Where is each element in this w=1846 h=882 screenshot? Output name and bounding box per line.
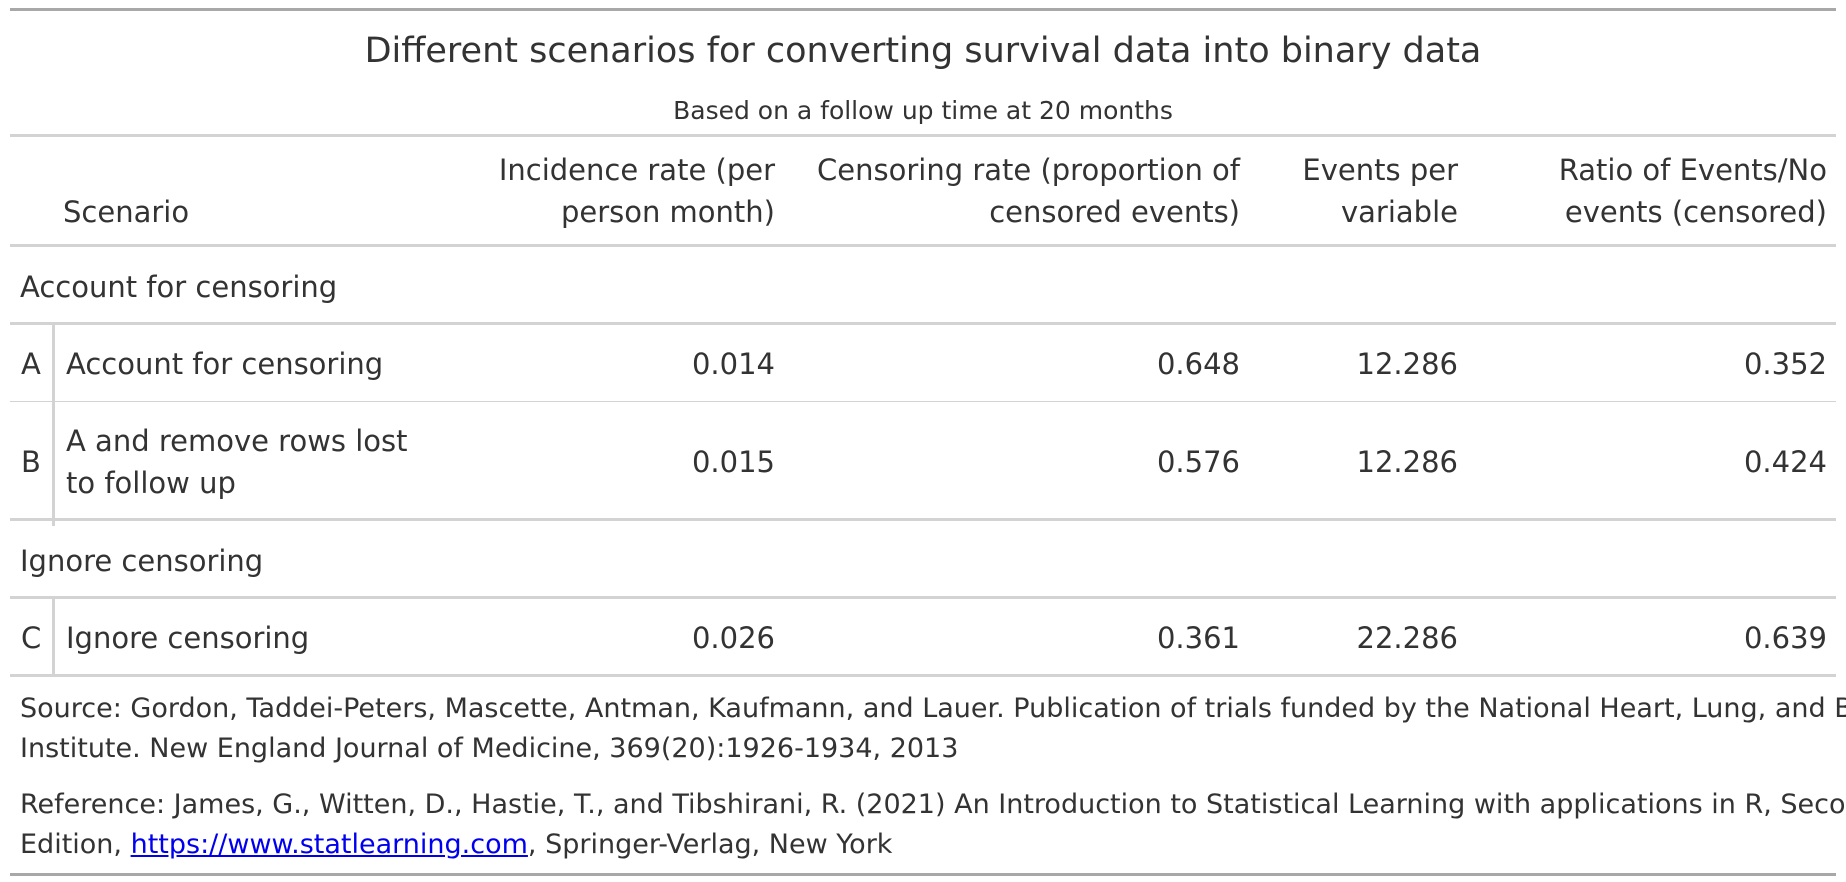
row-id: A <box>21 347 41 381</box>
row-id: C <box>21 621 42 655</box>
col-header-ratio-line1: Ratio of Events/No <box>1558 153 1827 187</box>
row-group-label: Ignore censoring <box>20 544 264 578</box>
cell-censoring: 0.648 <box>1156 347 1240 381</box>
reference-note-line1: Reference: James, G., Witten, D., Hastie… <box>20 789 1846 820</box>
col-header-epv-line2: variable <box>1341 195 1458 229</box>
top-border <box>10 8 1836 11</box>
group-divider <box>10 596 1836 599</box>
col-header-censoring-line2: censored events) <box>989 195 1240 229</box>
cell-ratio: 0.352 <box>1743 347 1827 381</box>
cell-ratio: 0.639 <box>1743 621 1827 655</box>
bottom-border <box>10 873 1836 876</box>
col-header-ratio-line2: events (censored) <box>1564 195 1827 229</box>
row-divider <box>10 401 1836 402</box>
reference-prefix: Edition, <box>20 829 131 860</box>
stub-divider <box>52 599 55 675</box>
cell-scenario: Account for censoring <box>66 347 384 381</box>
source-note-line1: Source: Gordon, Taddei-Peters, Mascette,… <box>20 693 1846 724</box>
table-subtitle: Based on a follow up time at 20 months <box>673 96 1173 125</box>
col-header-incidence-line1: Incidence rate (per <box>498 153 775 187</box>
cell-scenario: Ignore censoring <box>66 621 310 655</box>
col-header-scenario: Scenario <box>63 195 190 229</box>
row-id: B <box>21 445 41 479</box>
cell-epv: 22.286 <box>1356 621 1458 655</box>
cell-incidence: 0.014 <box>691 347 775 381</box>
cell-scenario-line1: A and remove rows lost <box>66 424 408 458</box>
source-note-line2: Institute. New England Journal of Medici… <box>20 733 959 764</box>
cell-scenario-line2: to follow up <box>66 466 236 500</box>
body-bottom-divider <box>10 674 1836 677</box>
cell-censoring: 0.576 <box>1156 445 1240 479</box>
col-header-censoring-line1: Censoring rate (proportion of <box>817 153 1240 187</box>
cell-epv: 12.286 <box>1356 347 1458 381</box>
header-divider <box>10 244 1836 247</box>
reference-note-line2: Edition, https://www.statlearning.com, S… <box>20 825 892 865</box>
statlearning-link[interactable]: https://www.statlearning.com <box>130 829 528 860</box>
col-header-incidence-line2: person month) <box>560 195 775 229</box>
stub-divider <box>52 325 55 526</box>
cell-ratio: 0.424 <box>1743 445 1827 479</box>
table-title: Different scenarios for converting survi… <box>364 31 1482 71</box>
reference-suffix: , Springer-Verlag, New York <box>527 829 893 860</box>
row-group-label: Account for censoring <box>20 270 338 304</box>
cell-epv: 12.286 <box>1356 445 1458 479</box>
cell-censoring: 0.361 <box>1156 621 1240 655</box>
heading-divider <box>10 134 1836 137</box>
cell-incidence: 0.026 <box>691 621 775 655</box>
group-divider <box>10 322 1836 325</box>
col-header-epv-line1: Events per <box>1302 153 1458 187</box>
group-divider <box>10 518 1836 521</box>
cell-incidence: 0.015 <box>691 445 775 479</box>
